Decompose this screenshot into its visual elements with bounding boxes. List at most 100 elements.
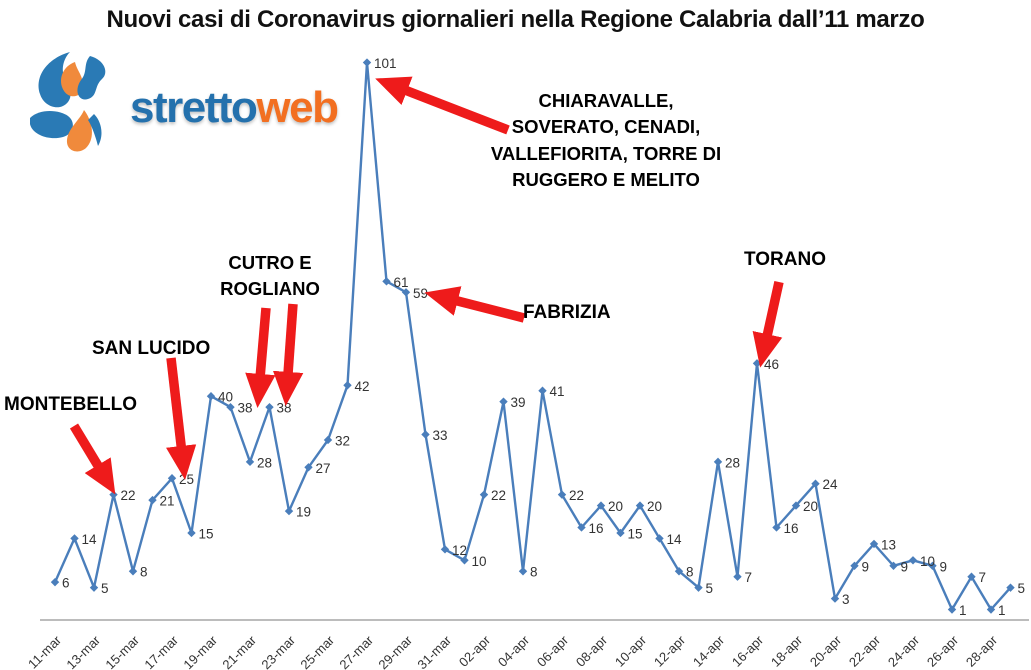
annotation-arrow-montebello	[69, 423, 116, 495]
data-point-marker	[284, 506, 294, 516]
data-point-marker	[518, 567, 528, 576]
data-point-marker	[928, 561, 937, 570]
series-line	[53, 61, 1012, 611]
annotation-arrow-torano	[752, 280, 784, 368]
x-axis-tick-label: 15-mar	[102, 632, 142, 670]
data-point-marker	[538, 386, 547, 395]
annotation-line: ROGLIANO	[220, 278, 320, 300]
x-axis-tick-label: 18-apr	[768, 632, 806, 670]
annotation-san-lucido: SAN LUCIDO	[92, 336, 210, 363]
data-point-marker	[304, 463, 313, 472]
data-point-marker	[499, 397, 508, 406]
logo-text-web: web	[256, 83, 339, 132]
data-point-label: 14	[82, 532, 98, 547]
data-point-label: 10	[920, 554, 935, 569]
data-point-label: 101	[374, 56, 397, 71]
x-axis-tick-label: 14-apr	[690, 632, 728, 670]
data-point-label: 20	[803, 499, 818, 514]
data-point-label: 1	[959, 603, 967, 618]
annotation-torano: TORANO	[744, 247, 826, 274]
data-point-marker	[226, 402, 235, 412]
data-point-marker	[830, 594, 840, 603]
data-point-marker	[362, 58, 372, 67]
data-point-marker	[421, 430, 430, 439]
data-point-label: 25	[179, 472, 194, 487]
data-point-marker	[947, 605, 957, 614]
data-point-label: 5	[706, 581, 714, 596]
data-point-marker	[694, 583, 703, 592]
data-point-marker	[148, 495, 157, 505]
annotation-line: SOVERATO, CENADI,	[511, 116, 701, 138]
annotation-arrow-cutro-rogliano	[272, 303, 304, 407]
data-point-marker	[889, 561, 898, 570]
annotation-montebello: MONTEBELLO	[4, 392, 137, 419]
annotation-line: FABRIZIA	[523, 302, 611, 323]
chart-title: Nuovi casi di Coronavirus giornalieri ne…	[106, 6, 925, 33]
data-point-marker	[596, 501, 606, 510]
data-point-marker	[89, 583, 99, 592]
data-point-label: 59	[413, 286, 428, 301]
x-axis-tick-label: 10-apr	[612, 632, 650, 670]
data-point-label: 28	[725, 455, 740, 470]
annotation-cutro-rogliano: CUTRO E ROGLIANO	[195, 250, 345, 303]
annotation-fabrizia: FABRIZIA	[523, 300, 611, 327]
data-point-marker	[265, 402, 274, 412]
data-point-label: 20	[647, 499, 662, 514]
logo-text-stretto: stretto	[130, 83, 258, 132]
data-point-label: 15	[628, 526, 643, 541]
x-axis-tick-label: 08-apr	[573, 632, 611, 670]
data-point-label: 33	[433, 428, 448, 443]
data-point-label: 41	[550, 384, 565, 399]
x-axis-tick-label: 13-mar	[63, 632, 103, 670]
data-point-label: 5	[1018, 581, 1026, 596]
data-point-label: 5	[101, 581, 109, 596]
data-point-label: 46	[764, 357, 779, 372]
annotation-arrow-cutro-rogliano	[245, 307, 276, 408]
annotation-line: SAN LUCIDO	[92, 338, 211, 359]
x-axis-tick-label: 04-apr	[495, 632, 533, 670]
data-point-label: 15	[199, 526, 214, 541]
data-point-label: 19	[296, 505, 311, 520]
data-point-label: 8	[530, 565, 538, 580]
annotation-line: TORANO	[744, 249, 826, 270]
data-point-label: 1	[998, 603, 1006, 618]
annotation-line: RUGGERO E MELITO	[512, 168, 700, 190]
annotation-line: CHIARAVALLE,	[538, 90, 674, 111]
data-point-marker	[967, 572, 976, 581]
data-point-marker	[1006, 583, 1015, 592]
x-axis-tick-label: 25-mar	[297, 632, 337, 670]
data-point-label: 22	[121, 488, 136, 503]
x-axis-tick-label: 24-apr	[885, 632, 923, 670]
data-point-label: 39	[511, 395, 526, 410]
data-point-label: 8	[140, 565, 148, 580]
x-axis-tick-label: 21-mar	[219, 632, 259, 670]
data-point-marker	[772, 523, 781, 532]
data-point-label: 22	[569, 488, 584, 503]
data-point-label: 7	[979, 570, 987, 585]
data-point-marker	[986, 605, 996, 614]
data-point-marker	[440, 545, 450, 554]
data-point-marker	[616, 528, 625, 538]
data-point-marker	[187, 528, 196, 538]
data-point-marker	[460, 556, 469, 565]
data-point-label: 38	[277, 401, 292, 416]
x-axis-tick-label: 27-mar	[336, 632, 376, 670]
annotation-arrow-chiaravalle	[375, 76, 510, 135]
data-point-label: 9	[940, 559, 948, 574]
x-axis-tick-label: 31-mar	[414, 632, 454, 670]
strettoweb-logo: strettoweb	[28, 52, 339, 156]
data-point-marker	[206, 392, 216, 401]
x-axis-tick-label: 26-apr	[924, 632, 962, 670]
data-point-label: 20	[608, 499, 623, 514]
data-point-marker	[713, 457, 723, 467]
data-point-marker	[323, 435, 333, 445]
annotation-chiaravalle: CHIARAVALLE, SOVERATO, CENADI, VALLEFIORIT…	[462, 88, 750, 193]
data-point-marker	[811, 479, 820, 488]
data-point-marker	[70, 534, 79, 543]
x-axis-tick-label: 11-mar	[25, 632, 65, 670]
annotation-line: MONTEBELLO	[4, 394, 137, 415]
data-point-marker	[401, 288, 411, 297]
data-point-label: 42	[355, 379, 370, 394]
